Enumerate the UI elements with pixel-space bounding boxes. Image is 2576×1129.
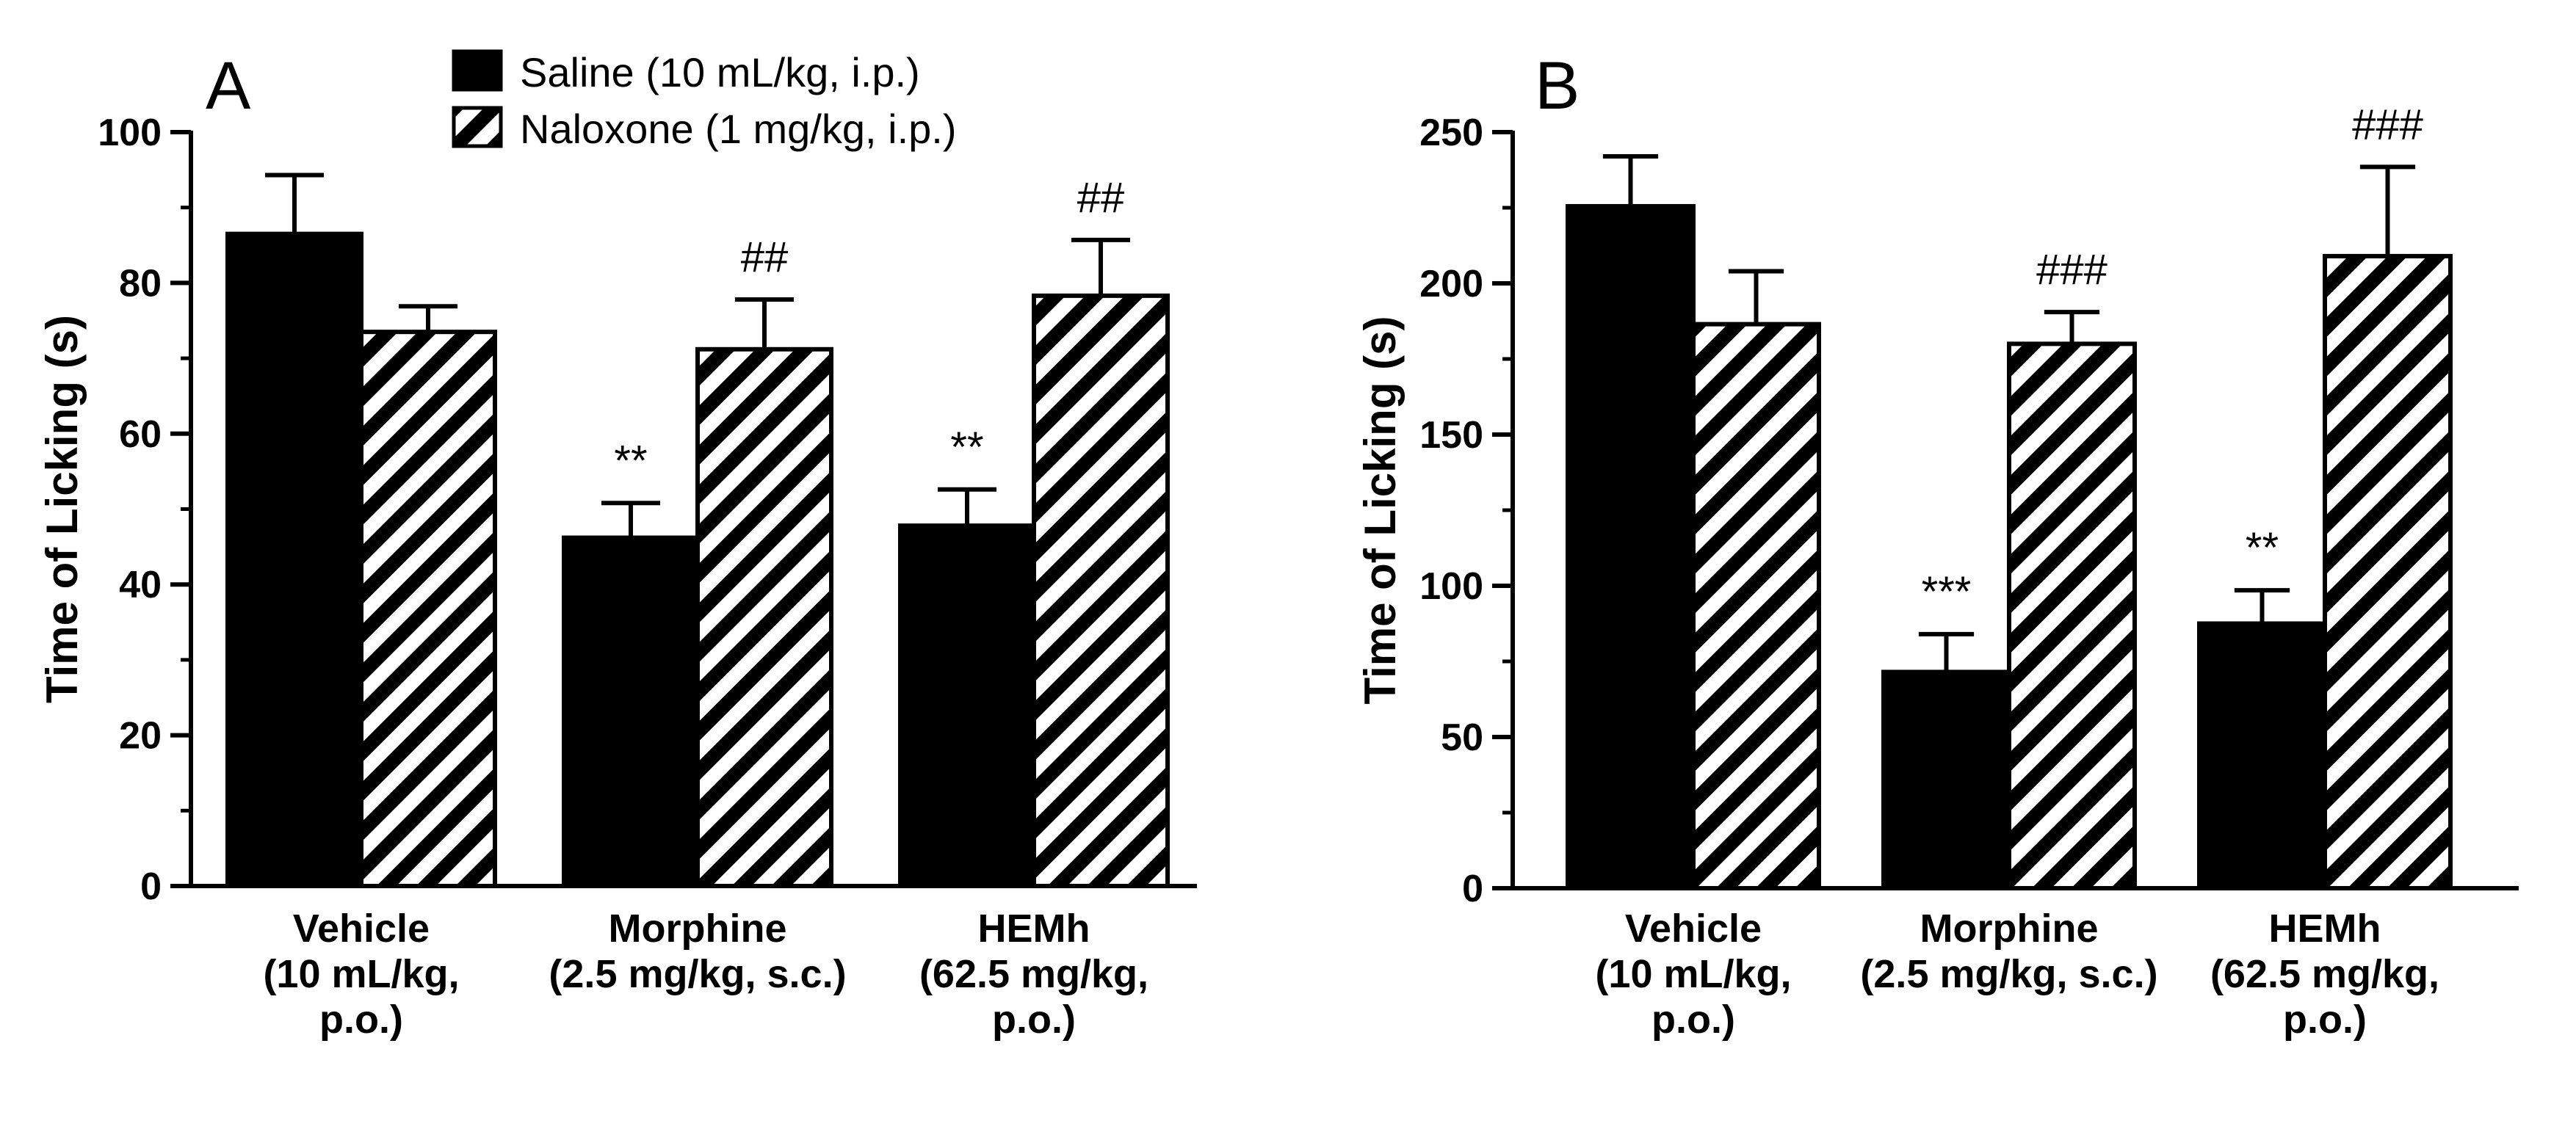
y-tick-label: 100: [1419, 565, 1483, 608]
x-category-label: Vehicle: [293, 907, 430, 951]
x-category-label: (10 mL/kg,: [263, 952, 459, 996]
y-tick-label: 100: [98, 112, 162, 154]
y-tick-label: 50: [1441, 716, 1483, 759]
x-category-label: (10 mL/kg,: [1595, 952, 1791, 996]
significance-mark: **: [950, 424, 983, 471]
y-tick-label: 150: [1419, 414, 1483, 457]
y-tick-label: 40: [119, 564, 162, 606]
saline-bar: [225, 231, 363, 888]
x-category-label: HEMh: [978, 907, 1090, 951]
panel-label: B: [1535, 48, 1580, 123]
legend-swatch-saline: [452, 49, 503, 92]
x-category-label: Morphine: [1920, 907, 2099, 951]
naloxone-bar: [2323, 253, 2453, 891]
saline-bar: [2197, 621, 2327, 890]
y-tick-label: 0: [140, 865, 162, 908]
x-category-label: p.o.): [319, 998, 403, 1042]
saline-bar: [1566, 203, 1696, 890]
naloxone-bar: [695, 346, 833, 888]
x-category-label: (2.5 mg/kg, s.c.): [1860, 952, 2157, 996]
y-tick-label: 80: [119, 262, 162, 305]
legend: Saline (10 mL/kg, i.p.) Naloxone (1 mg/kg…: [452, 49, 956, 152]
saline-bar: [898, 523, 1036, 888]
significance-mark: **: [614, 437, 647, 484]
significance-mark: ##: [741, 233, 789, 281]
y-tick-label: 0: [1462, 868, 1483, 910]
panel-b: B 0 50 100 150 200 250 Time of Licking (s) Vehic…: [1356, 48, 2519, 1042]
significance-mark: ###: [2036, 246, 2108, 294]
significance-mark: ###: [2352, 101, 2423, 148]
legend-label: Naloxone (1 mg/kg, i.p.): [520, 106, 956, 152]
legend-label: Saline (10 mL/kg, i.p.): [520, 49, 920, 95]
y-axis-title: Time of Licking (s): [37, 315, 87, 703]
x-category-label: Morphine: [609, 907, 787, 951]
x-category-label: p.o.): [2283, 998, 2367, 1042]
naloxone-bar: [1691, 322, 1821, 890]
x-category-label: (2.5 mg/kg, s.c.): [549, 952, 846, 996]
saline-bar: [562, 535, 700, 888]
y-tick-label: 20: [119, 715, 162, 758]
naloxone-bar: [2007, 341, 2137, 890]
x-category-label: p.o.): [992, 998, 1076, 1042]
naloxone-bar: [359, 330, 497, 888]
panel-label: A: [206, 48, 251, 123]
x-category-label: HEMh: [2269, 907, 2381, 951]
y-axis-title: Time of Licking (s): [1356, 316, 1405, 705]
significance-mark: **: [2246, 524, 2279, 572]
significance-mark: ##: [1077, 174, 1125, 222]
naloxone-bar: [1032, 293, 1170, 888]
x-category-label: (62.5 mg/kg,: [919, 952, 1148, 996]
x-category-label: p.o.): [1651, 998, 1735, 1042]
y-tick-label: 200: [1419, 263, 1483, 305]
y-tick-label: 60: [119, 413, 162, 456]
x-category-label: Vehicle: [1625, 907, 1762, 951]
x-category-label: (62.5 mg/kg,: [2210, 952, 2439, 996]
saline-bar: [1881, 669, 2011, 890]
legend-swatch-naloxone: [452, 106, 503, 148]
y-tick-label: 250: [1419, 112, 1483, 154]
significance-mark: ***: [1922, 568, 1972, 616]
